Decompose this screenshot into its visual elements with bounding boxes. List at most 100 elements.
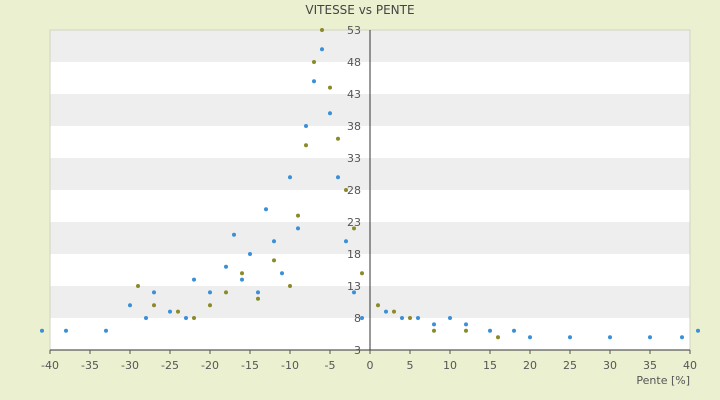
data-point-primary [384,309,388,314]
data-point-primary [104,328,108,333]
data-point-secondary [176,309,180,314]
x-tick-label: 25 [563,359,577,372]
y-tick-label: 38 [347,120,361,133]
data-point-primary [168,309,172,314]
data-point-secondary [272,258,276,263]
data-point-secondary [496,335,500,340]
y-tick-label: 3 [354,344,361,357]
data-point-primary [184,316,188,320]
data-point-primary [64,328,68,333]
x-tick-label: 5 [407,359,414,372]
data-point-primary [232,232,236,237]
data-point-primary [264,207,268,212]
x-tick-label: -40 [41,359,59,372]
data-point-primary [328,111,332,116]
data-point-primary [528,335,532,340]
chart-title: VITESSE vs PENTE [305,3,414,17]
data-point-secondary [432,328,436,333]
data-point-secondary [152,303,156,308]
y-tick-label: 28 [347,184,361,197]
x-axis-title: Pente [%] [636,374,690,387]
data-point-primary [648,335,652,340]
data-point-primary [360,316,364,320]
y-tick-label: 8 [354,312,361,325]
data-point-secondary [320,28,324,32]
data-point-secondary [352,226,356,231]
data-point-primary [144,316,148,320]
data-point-primary [680,335,684,340]
data-point-primary [432,322,436,327]
data-point-primary [240,277,244,282]
x-tick-label: -5 [325,359,336,372]
data-point-primary [192,277,196,282]
data-point-primary [464,322,468,327]
data-point-secondary [288,284,292,288]
y-tick-label: 43 [347,88,361,101]
data-point-primary [608,335,612,340]
data-point-primary [152,290,156,295]
data-point-primary [128,303,132,308]
y-tick-label: 53 [347,24,361,37]
data-point-primary [280,271,284,276]
data-point-primary [296,226,300,231]
data-point-secondary [336,136,340,141]
x-tick-label: -10 [281,359,299,372]
data-point-secondary [408,316,412,320]
y-tick-label: 18 [347,248,361,261]
data-point-primary [248,252,252,256]
data-point-primary [488,328,492,333]
data-point-primary [696,328,700,333]
y-tick-label: 48 [347,56,361,69]
y-tick-label: 13 [347,280,361,293]
x-tick-label: 15 [483,359,497,372]
x-tick-label: 20 [523,359,537,372]
data-point-secondary [136,284,140,288]
data-point-secondary [392,309,396,314]
data-point-secondary [296,213,300,218]
x-tick-label: 0 [367,359,374,372]
data-point-secondary [344,188,348,192]
data-point-secondary [312,60,316,64]
data-point-primary [336,175,340,180]
x-tick-label: 10 [443,359,457,372]
data-point-primary [256,290,260,295]
data-point-primary [312,79,316,84]
data-point-primary [448,316,452,320]
data-point-primary [288,175,292,180]
data-point-primary [400,316,404,320]
x-tick-label: -35 [81,359,99,372]
x-tick-label: 35 [643,359,657,372]
data-point-primary [344,239,348,244]
data-point-secondary [240,271,244,276]
data-point-primary [224,264,228,269]
data-point-primary [320,47,324,52]
x-tick-label: 40 [683,359,697,372]
data-point-primary [272,239,276,244]
x-tick-label: -15 [241,359,259,372]
data-point-secondary [256,296,260,301]
x-tick-label: -25 [161,359,179,372]
data-point-secondary [304,143,308,148]
x-tick-label: -20 [201,359,219,372]
data-point-primary [568,335,572,340]
y-tick-label: 33 [347,152,361,165]
data-point-secondary [224,290,228,295]
data-points [40,28,700,340]
data-point-primary [512,328,516,333]
y-tick-label: 23 [347,216,361,229]
data-point-secondary [376,303,380,308]
data-point-primary [304,124,308,128]
data-point-secondary [360,271,364,276]
data-point-secondary [328,85,332,90]
data-point-primary [208,290,212,295]
data-point-secondary [464,328,468,333]
x-tick-label: 30 [603,359,617,372]
x-tick-labels: -40 -35 -30 -25 -20 -15 -10 -5 0 5 10 15 20 25 30 35 40 [41,350,697,372]
data-point-primary [416,316,420,320]
data-point-primary [352,290,356,295]
data-point-secondary [208,303,212,308]
data-point-primary [40,328,44,333]
x-tick-label: -30 [121,359,139,372]
